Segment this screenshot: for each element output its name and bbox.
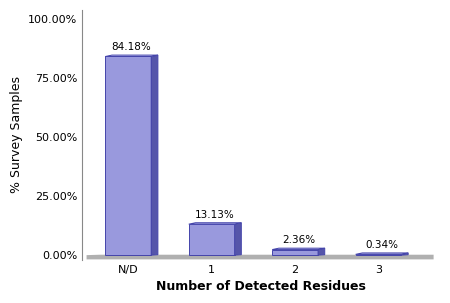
- Polygon shape: [189, 224, 234, 255]
- Polygon shape: [356, 253, 408, 254]
- Polygon shape: [234, 223, 241, 255]
- Polygon shape: [151, 55, 158, 255]
- X-axis label: Number of Detected Residues: Number of Detected Residues: [157, 280, 366, 293]
- Polygon shape: [318, 248, 325, 255]
- Polygon shape: [272, 250, 318, 255]
- Text: 84.18%: 84.18%: [112, 42, 152, 52]
- Polygon shape: [189, 223, 241, 224]
- Polygon shape: [86, 255, 434, 259]
- Polygon shape: [272, 248, 325, 250]
- Polygon shape: [105, 56, 151, 255]
- Text: 13.13%: 13.13%: [195, 210, 235, 220]
- Text: 2.36%: 2.36%: [282, 235, 315, 245]
- Y-axis label: % Survey Samples: % Survey Samples: [10, 76, 22, 193]
- Polygon shape: [401, 253, 408, 255]
- Polygon shape: [356, 254, 401, 255]
- Text: 0.34%: 0.34%: [365, 240, 398, 250]
- Polygon shape: [105, 55, 158, 56]
